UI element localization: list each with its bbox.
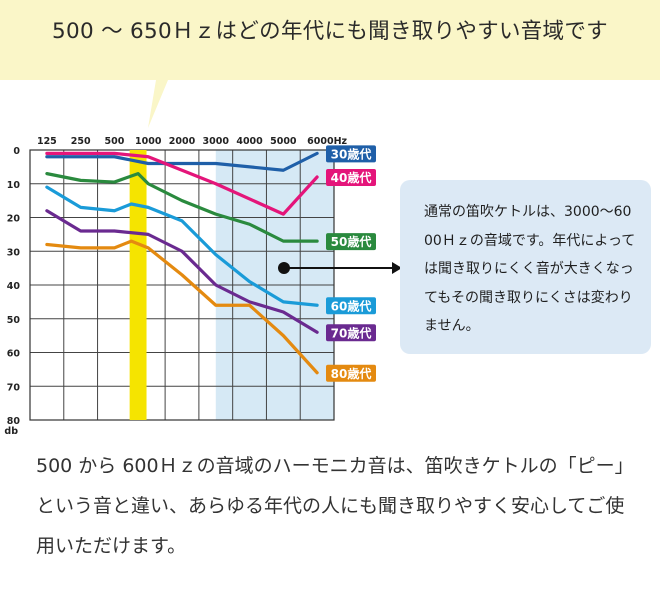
series-label-box: [326, 324, 376, 342]
series-label-box: [326, 145, 376, 163]
series-line: [45, 151, 319, 216]
harmonica-description: 500 から 600Ｈｚの音域のハーモニカ音は、笛吹きケトルの「ピー」という音と…: [36, 455, 625, 557]
x-tick-label: 500: [105, 136, 125, 147]
highlight-band: [129, 150, 147, 420]
y-tick-label: 70: [7, 382, 21, 393]
plot-frame: [29, 149, 335, 421]
x-tick-label: 4000: [236, 136, 263, 147]
kettle-note-box: 通常の笛吹ケトルは、3000〜6000Ｈｚの音域です。年代によっては聞き取りにく…: [400, 180, 651, 354]
x-tick-label: 6000Hz: [307, 136, 347, 147]
series-label-box: [326, 169, 376, 186]
y-tick-label: 10: [7, 180, 21, 191]
callout-bubble: [0, 0, 660, 128]
series-line: [45, 151, 319, 172]
kettle-note-text: 通常の笛吹ケトルは、3000〜6000Ｈｚの音域です。年代によっては聞き取りにく…: [424, 204, 636, 334]
y-tick-label: 60: [7, 349, 21, 360]
x-tick-label: 1000: [135, 136, 162, 147]
series-label: 50歳代: [331, 234, 372, 249]
series-line: [45, 239, 319, 375]
series-label-box: [326, 364, 376, 382]
x-tick-label: 125: [37, 136, 57, 147]
callout-title: 500 〜 650Ｈｚはどの年代にも聞き取りやすい音域です: [52, 19, 608, 44]
callout-shape: [0, 0, 660, 128]
x-tick-label: 3000: [203, 136, 230, 147]
y-tick-label: 40: [7, 281, 21, 292]
series-label: 30歳代: [331, 146, 372, 161]
y-tick-label: 30: [7, 247, 21, 258]
x-tick-label: 5000: [270, 136, 297, 147]
x-tick-label: 2000: [169, 136, 196, 147]
hearing-chart: 125 250 500 1000 2000 3000 4000 5000 6000Hz 0 10 20…: [4, 136, 402, 437]
series-line: [45, 185, 319, 307]
series-label-box: [326, 233, 376, 251]
series-label: 80歳代: [331, 366, 372, 381]
y-unit-label: db: [4, 426, 18, 437]
series-label: 70歳代: [331, 325, 372, 340]
y-tick-label: 50: [7, 315, 21, 326]
series-label: 40歳代: [331, 170, 372, 185]
series-label-box: [326, 297, 376, 315]
series-line: [45, 209, 319, 334]
y-tick-label: 20: [7, 214, 21, 225]
pointer-arrow-head: [392, 262, 402, 274]
series-line: [45, 172, 319, 243]
x-tick-label: 250: [71, 136, 91, 147]
y-tick-label: 80: [7, 416, 21, 427]
series-label: 60歳代: [331, 298, 372, 313]
y-tick-label: 0: [13, 146, 20, 157]
